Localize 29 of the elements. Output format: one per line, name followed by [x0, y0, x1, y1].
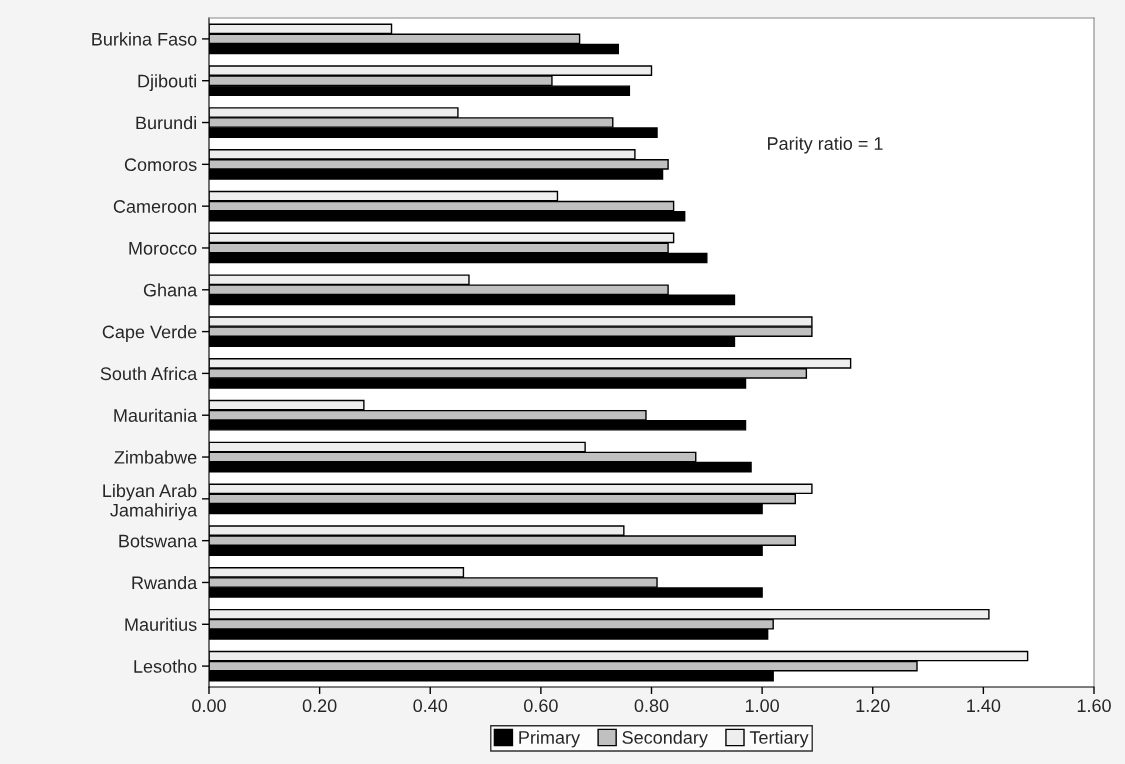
- legend-label: Primary: [519, 730, 581, 748]
- legend-label: Secondary: [622, 730, 708, 748]
- y-tick-label: Mauritania: [114, 408, 198, 422]
- y-tick-label: South Africa: [100, 366, 198, 381]
- y-tick-label: Ghana: [143, 283, 198, 297]
- x-tick-label: 0.00: [192, 699, 226, 713]
- x-tick-label: 0.60: [524, 699, 558, 713]
- legend-label: Tertiary: [749, 730, 809, 748]
- y-tick-label: Morocco: [129, 242, 197, 255]
- y-tick-label: Burkina Faso: [92, 32, 197, 46]
- x-tick-label: 1.20: [856, 699, 890, 713]
- x-tick-label: 0.20: [302, 699, 337, 713]
- y-tick-label: Botswana: [119, 534, 198, 548]
- x-tick-label: 1.60: [1077, 699, 1111, 713]
- x-tick-label: 1.40: [967, 699, 1001, 713]
- x-tick-label: 0.80: [634, 699, 669, 713]
- y-tick-label: Lesotho: [134, 659, 197, 673]
- y-tick-label: Libyan Arab Jamahiriya: [103, 483, 198, 521]
- y-tick-label: Rwanda: [132, 575, 198, 590]
- x-tick-label: 1.00: [745, 699, 779, 713]
- y-tick-label: Zimbabwe: [114, 450, 197, 464]
- y-tick-label: Mauritius: [125, 617, 197, 631]
- y-tick-label: Burundi: [136, 115, 196, 130]
- y-tick-label: Cape Verde: [102, 325, 197, 342]
- y-tick-label: Cameroon: [113, 200, 197, 213]
- y-tick-label: Djibouti: [138, 74, 196, 92]
- y-tick-label: Comoros: [124, 158, 197, 172]
- annotation: Parity ratio = 1: [768, 136, 883, 154]
- x-tick-label: 0.40: [413, 699, 448, 713]
